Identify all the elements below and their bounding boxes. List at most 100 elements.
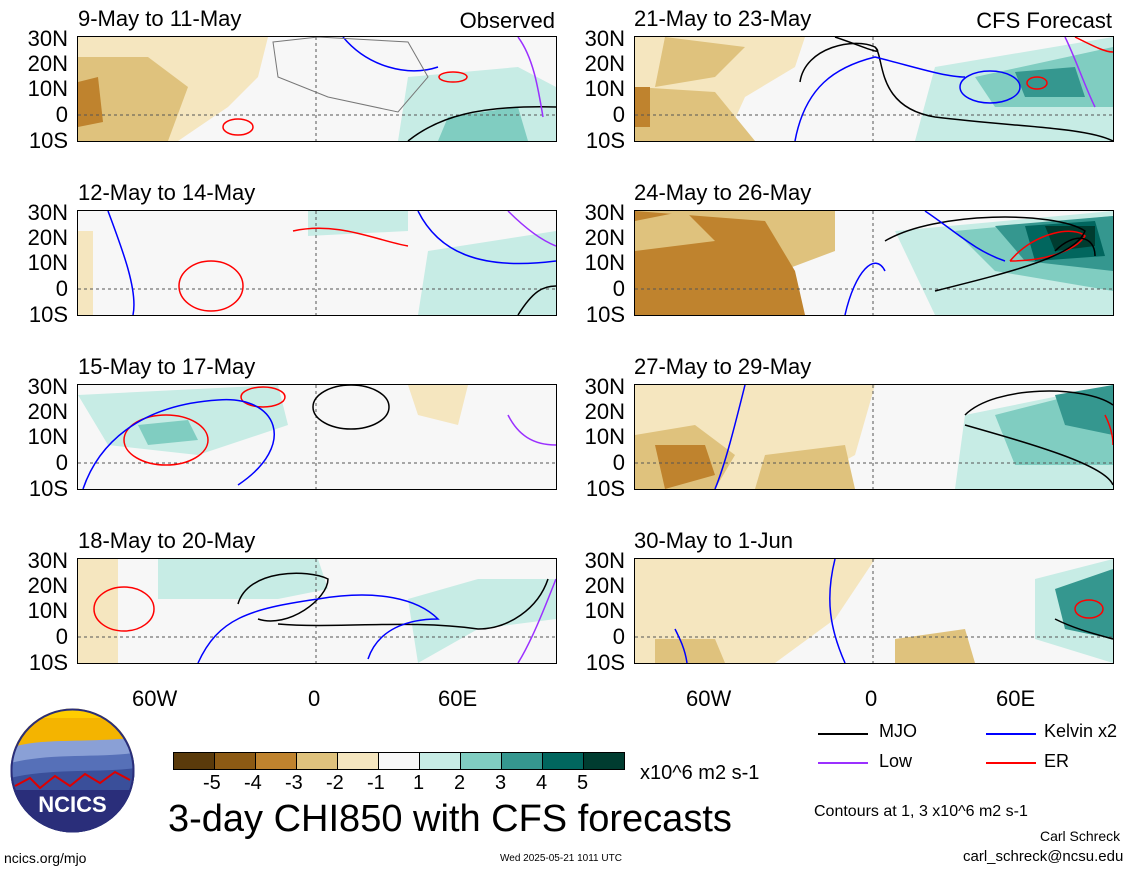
legend-swatch-er [986, 762, 1036, 764]
lat-label: 20N [27, 225, 68, 250]
map-panel [77, 210, 557, 316]
lat-label: 10N [27, 424, 68, 449]
lat-label: 20N [584, 399, 625, 424]
lon-label: 60W [686, 686, 732, 711]
legend-label-er: ER [1044, 751, 1070, 771]
colorbar-tick: 3 [495, 772, 507, 794]
panel-title: 18-May to 20-May [78, 528, 256, 553]
lat-label: 0 [612, 624, 625, 649]
colorbar-tick: -2 [326, 772, 344, 794]
lat-label: 30N [584, 374, 625, 399]
lat-label: 10S [28, 302, 68, 327]
lat-label: 30N [27, 548, 68, 573]
colorbar-tick: 2 [454, 772, 466, 794]
logo-text: NCICS [38, 792, 106, 817]
legend-label-kelvin: Kelvin x2 [1044, 721, 1118, 741]
lat-label: 10N [27, 250, 68, 275]
timestamp: Wed 2025-05-21 1011 UTC [500, 853, 622, 864]
lat-label: 10N [584, 424, 625, 449]
lat-label: 10N [584, 598, 625, 623]
lat-label: 10S [585, 128, 625, 153]
colorbar-swatch [583, 752, 625, 770]
lon-label: 0 [308, 686, 321, 711]
colorbar-tick: -4 [244, 772, 262, 794]
colorbar-swatch [255, 752, 297, 770]
map-panel [634, 558, 1114, 664]
panel-title: 30-May to 1-Jun [634, 528, 793, 553]
site-link[interactable]: ncics.org/mjo [4, 850, 87, 866]
legend-swatch-mjo [818, 733, 868, 735]
lat-label: 10S [28, 476, 68, 501]
panel-title: 15-May to 17-May [78, 354, 256, 379]
map-panel [634, 210, 1114, 316]
lon-label: 0 [865, 686, 878, 711]
panel-title: 24-May to 26-May [634, 180, 812, 205]
lat-label: 30N [584, 200, 625, 225]
lat-label: 10N [584, 76, 625, 101]
panel-tag: CFS Forecast [976, 8, 1112, 33]
colorbar-units: x10^6 m2 s-1 [640, 762, 760, 784]
legend-label-mjo: MJO [879, 721, 917, 741]
colorbar-tick: 1 [413, 772, 425, 794]
panel-title: 12-May to 14-May [78, 180, 256, 205]
ncics-logo: NCICS [10, 708, 135, 833]
colorbar-swatch [173, 752, 215, 770]
lat-label: 0 [55, 102, 68, 127]
lat-label: 10N [27, 76, 68, 101]
lat-label: 0 [612, 102, 625, 127]
colorbar-swatch [501, 752, 543, 770]
author-email[interactable]: carl_schreck@ncsu.edu [963, 848, 1124, 865]
legend-swatch-low [818, 762, 868, 764]
lat-label: 30N [27, 200, 68, 225]
lat-label: 20N [27, 573, 68, 598]
lat-label: 30N [584, 548, 625, 573]
lat-label: 0 [55, 624, 68, 649]
lat-label: 30N [584, 26, 625, 51]
lat-label: 10S [28, 128, 68, 153]
lat-label: 0 [55, 450, 68, 475]
colorbar-swatch [378, 752, 420, 770]
panel-title: 21-May to 23-May [634, 6, 812, 31]
lon-label: 60E [996, 686, 1036, 711]
colorbar-swatch [214, 752, 256, 770]
map-panel [77, 558, 557, 664]
lat-label: 10S [585, 302, 625, 327]
lat-label: 10S [28, 650, 68, 675]
lat-label: 0 [612, 450, 625, 475]
lat-label: 20N [27, 51, 68, 76]
colorbar-swatch [419, 752, 461, 770]
contours-note: Contours at 1, 3 x10^6 m2 s-1 [814, 803, 1028, 820]
lat-label: 10N [584, 250, 625, 275]
lat-label: 20N [584, 225, 625, 250]
lat-label: 30N [27, 374, 68, 399]
colorbar-swatch [542, 752, 584, 770]
legend-swatch-kelvin [986, 733, 1036, 735]
lat-label: 0 [612, 276, 625, 301]
lon-label: 60W [132, 686, 178, 711]
map-panel [634, 36, 1114, 142]
lat-label: 10S [585, 476, 625, 501]
lat-label: 20N [584, 573, 625, 598]
panel-tag: Observed [459, 8, 555, 33]
map-panel [634, 384, 1114, 490]
map-panel [77, 384, 557, 490]
colorbar-tick: 4 [536, 772, 548, 794]
colorbar-tick: 5 [577, 772, 589, 794]
lat-label: 20N [27, 399, 68, 424]
legend-label-low: Low [879, 751, 913, 771]
colorbar-tick: -5 [203, 772, 221, 794]
author-name: Carl Schreck [1040, 828, 1121, 844]
lat-label: 10S [585, 650, 625, 675]
lat-label: 20N [584, 51, 625, 76]
colorbar-swatch [296, 752, 338, 770]
lat-label: 0 [55, 276, 68, 301]
lat-label: 10N [27, 598, 68, 623]
colorbar-swatch [460, 752, 502, 770]
colorbar-tick: -1 [367, 772, 385, 794]
colorbar-swatch [337, 752, 379, 770]
lon-label: 60E [438, 686, 478, 711]
lat-label: 30N [27, 26, 68, 51]
panel-title: 9-May to 11-May [78, 6, 242, 31]
figure-title: 3-day CHI850 with CFS forecasts [168, 798, 732, 840]
panel-title: 27-May to 29-May [634, 354, 812, 379]
